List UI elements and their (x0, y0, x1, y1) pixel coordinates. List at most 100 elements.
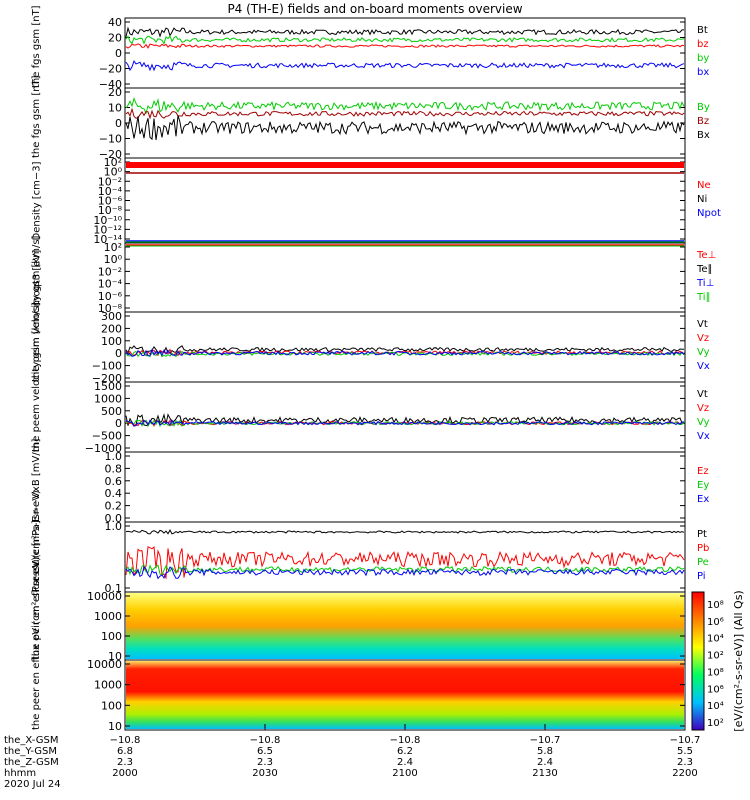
y-tick-label: 1000 (94, 392, 122, 405)
series-line-3 (125, 348, 685, 357)
y-tick-label: 10⁻⁶ (98, 195, 123, 208)
y-tick-label: 1.0 (105, 520, 123, 533)
y-tick-label: −100 (92, 360, 122, 373)
legend-item: Ey (697, 480, 710, 491)
colorbar-tick: 10⁴ (707, 701, 724, 712)
y-tick-label: 200 (101, 322, 122, 335)
y-tick-label: 10² (104, 241, 122, 254)
y-tick-label: −500 (92, 430, 122, 443)
footer-value: 2000 (112, 768, 138, 779)
colorbar-tick: 10⁸ (707, 600, 724, 611)
series-line-2 (125, 35, 685, 45)
legend-item: Vx (697, 431, 710, 442)
y-tick-label: 10⁻² (98, 175, 122, 188)
y-tick-label: 0.2 (105, 500, 123, 513)
y-tick-label: 20 (108, 86, 122, 99)
footer-value: 2.3 (677, 757, 693, 768)
series-line-0 (125, 529, 685, 535)
y-tick-label: 10 (108, 102, 122, 115)
footer-value: −10.7 (529, 735, 561, 746)
legend-item: Ti∥ (697, 291, 711, 303)
colorbar-label: [eV/(cm²-s-sr-eV)] (All Qs) (732, 590, 745, 731)
footer-row-label: the_Y-GSM (4, 746, 58, 757)
legend-item: Pe (697, 557, 709, 568)
colorbar-tick: 10² (707, 651, 724, 662)
footer-value: −10.8 (249, 735, 281, 746)
y-tick-label: 10⁻² (98, 265, 122, 278)
legend-item: Ni (697, 193, 708, 205)
footer-value: 2.3 (117, 757, 133, 768)
footer-row-label: hhmm (4, 768, 37, 779)
legend-item: Ex (697, 494, 710, 505)
footer-value: 2.3 (257, 757, 273, 768)
y-tick-label: 0.6 (105, 475, 123, 488)
y-tick-label: 500 (101, 405, 122, 418)
panel-frame (124, 451, 686, 523)
y-tick-label: 10 (108, 650, 122, 663)
footer-row-label: 2020 Jul 24 (4, 779, 61, 790)
series-line-1 (125, 43, 685, 49)
spectrogram-fill (126, 661, 684, 729)
y-tick-label: 1000 (94, 679, 122, 692)
y-tick-label: 0.8 (105, 462, 123, 475)
y-tick-label: 10⁻⁸ (98, 302, 123, 315)
legend-item: Vy (697, 347, 710, 358)
panel-frame (124, 87, 686, 159)
y-tick-label: 10⁻¹² (93, 223, 122, 236)
y-tick-label: 10⁻⁸ (98, 204, 123, 217)
plot-title: P4 (TH-E) fields and on-board moments ov… (227, 2, 523, 16)
y-tick-label: −40 (99, 78, 122, 91)
y-tick-label: 10 (108, 720, 122, 733)
colorbar-tick: 10⁸ (707, 667, 724, 678)
series-line-2 (125, 564, 685, 577)
panel-frame (124, 381, 686, 453)
y-tick-label: 1.0 (105, 450, 123, 463)
y-tick-label: 0 (115, 47, 122, 60)
series-line-2 (125, 115, 685, 141)
y-tick-label: 100 (101, 335, 122, 348)
colorbar (691, 591, 705, 731)
legend-item: Te∥ (697, 263, 713, 275)
legend-item: Ne (697, 179, 711, 191)
legend-item: Bt (697, 25, 708, 36)
footer-value: 2.4 (397, 757, 413, 768)
legend-item: bz (697, 39, 709, 50)
footer-value: 6.2 (397, 746, 413, 757)
panel-frame (124, 242, 686, 313)
y-tick-label: −10 (99, 133, 122, 146)
footer-value: 2.4 (537, 757, 553, 768)
spectrogram-fill (126, 593, 684, 659)
legend-item: Pt (697, 529, 707, 540)
y-tick-label: 10⁰ (104, 166, 123, 179)
y-tick-label: 10000 (87, 590, 122, 603)
series-line-3 (125, 60, 685, 72)
y-tick-label: 100 (101, 630, 122, 643)
y-tick-label: 10⁻⁶ (98, 290, 123, 303)
y-tick-label: 100 (101, 699, 122, 712)
legend-item: Npot (697, 207, 721, 219)
footer-value: 2030 (252, 768, 278, 779)
legend-item: Vt (697, 319, 708, 330)
y-tick-label: 0.0 (105, 512, 123, 525)
footer-value: −10.8 (109, 735, 141, 746)
y-tick-label: 0 (115, 347, 122, 360)
y-tick-label: −20 (99, 63, 122, 76)
colorbar-tick: 10² (707, 718, 724, 729)
footer-value: 6.8 (117, 746, 133, 757)
footer-row-label: the_Z-GSM (4, 757, 59, 768)
legend-item: Pi (697, 571, 706, 582)
y-tick-label: 10⁻⁴ (98, 185, 123, 198)
y-tick-label: 0.1 (105, 582, 123, 595)
footer-value: 6.5 (257, 746, 273, 757)
legend-item: by (697, 53, 710, 64)
footer-value: 5.5 (677, 746, 693, 757)
footer-value: 2100 (392, 768, 418, 779)
legend-item: Pb (697, 543, 710, 554)
legend-item: Vt (697, 389, 708, 400)
y-tick-label: 1500 (94, 380, 122, 393)
series-line-3 (125, 565, 685, 580)
footer-value: 2200 (672, 768, 698, 779)
footer-value: 2130 (532, 768, 558, 779)
y-tick-label: −200 (92, 372, 122, 385)
